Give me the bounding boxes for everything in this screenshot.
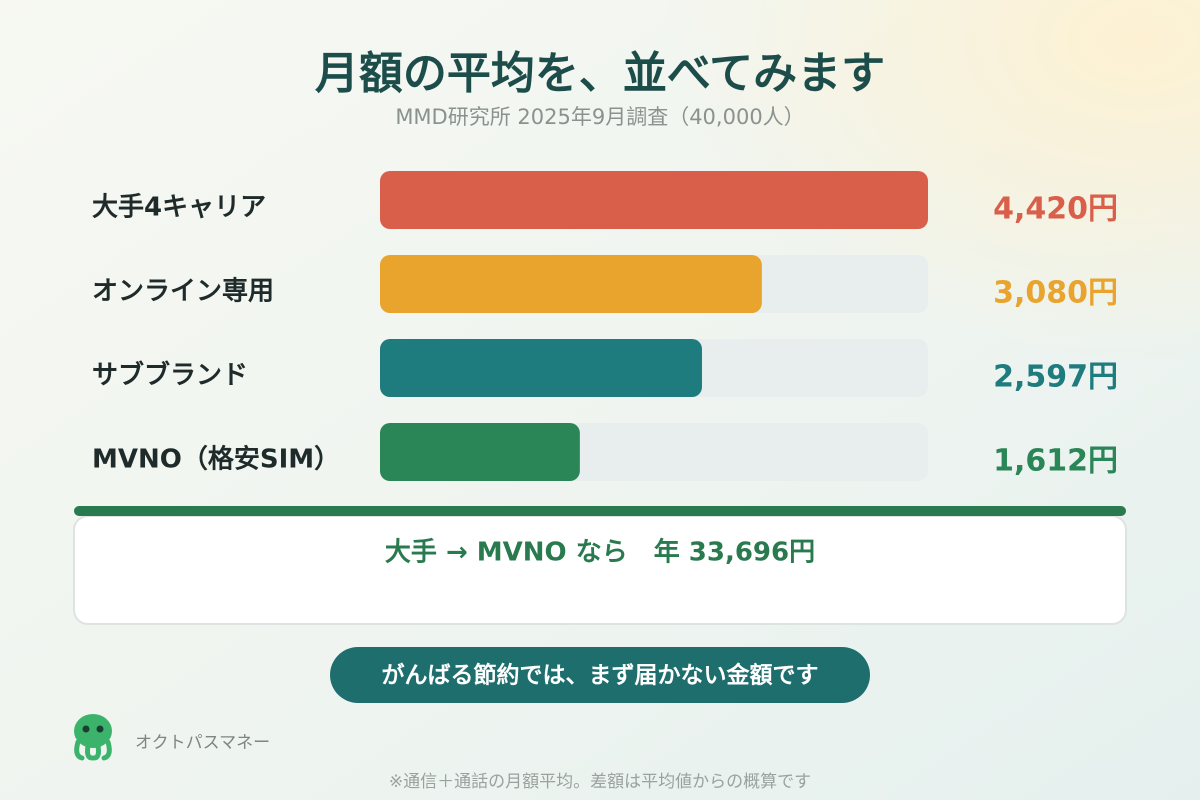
category-label: 大手4キャリア bbox=[92, 193, 266, 223]
category-label: MVNO（格安SIM） bbox=[92, 444, 340, 475]
bar bbox=[380, 423, 580, 481]
chart-title: 月額の平均を、並べてみます bbox=[315, 48, 885, 99]
summary-accent bbox=[74, 506, 1126, 516]
value-label: 2,597円 bbox=[993, 360, 1118, 395]
value-label: 4,420円 bbox=[993, 192, 1118, 227]
value-label: 3,080円 bbox=[993, 276, 1118, 311]
brand-logo bbox=[74, 714, 112, 761]
category-label: サブブランド bbox=[92, 360, 248, 391]
chart-subtitle: MMD研究所 2025年9月調査（40,000人） bbox=[395, 105, 804, 129]
summary-box bbox=[73, 515, 1127, 625]
summary-text: 大手 → MVNO なら 年 33,696円 bbox=[385, 537, 815, 568]
bar bbox=[380, 339, 702, 397]
message-text: がんばる節約では、まず届かない金額です bbox=[382, 662, 819, 689]
message-pill bbox=[330, 647, 870, 703]
bar bbox=[380, 255, 762, 313]
brand-name: オクトパスマネー bbox=[135, 733, 270, 753]
value-label: 1,612円 bbox=[993, 444, 1118, 479]
footnote: ※通信＋通話の月額平均。差額は平均値からの概算です bbox=[389, 772, 811, 792]
category-label: オンライン専用 bbox=[92, 277, 274, 307]
bar bbox=[380, 171, 928, 229]
